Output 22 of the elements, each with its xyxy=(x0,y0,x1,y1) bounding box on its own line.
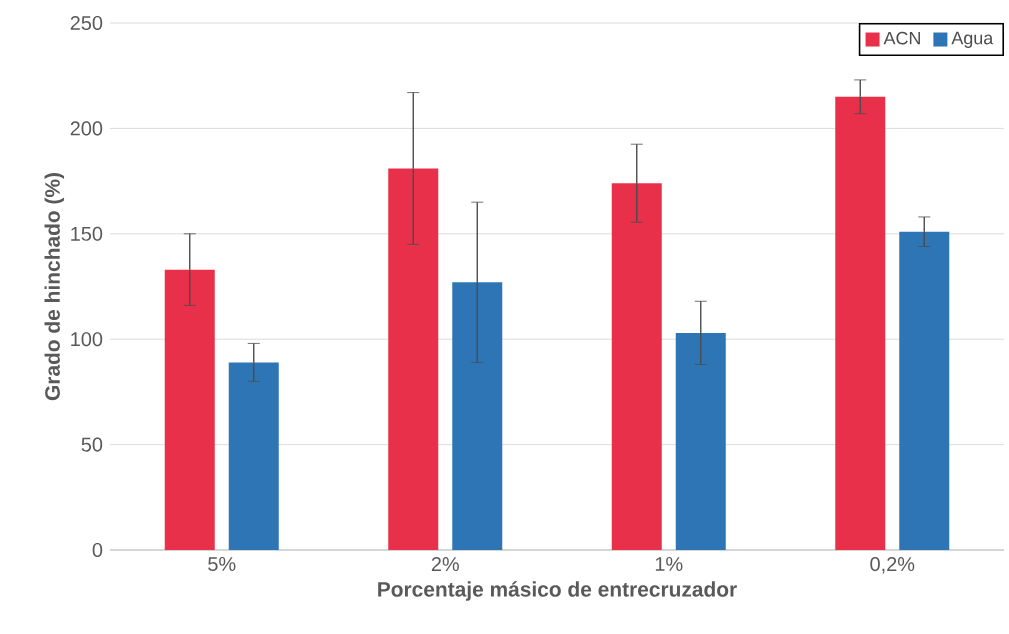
x-tick-label: 0,2% xyxy=(870,557,915,574)
y-tick-label: 100 xyxy=(71,332,103,347)
bar xyxy=(228,362,279,550)
bar xyxy=(388,168,439,550)
bar xyxy=(675,332,726,550)
bar xyxy=(164,269,215,550)
legend-label: Agua xyxy=(951,31,994,48)
bar xyxy=(899,231,950,550)
x-tick-label: 2% xyxy=(431,557,459,572)
y-tick-label: 50 xyxy=(81,437,103,452)
y-tick-label: 200 xyxy=(70,121,103,136)
y-tick-label: 150 xyxy=(71,226,103,241)
y-tick-label: 250 xyxy=(70,15,103,31)
bar xyxy=(452,282,503,550)
bar xyxy=(835,96,886,550)
x-tick-label: 5% xyxy=(208,557,236,572)
y-axis-title: Grado de hinchado (%) xyxy=(44,173,65,401)
x-tick-label: 1% xyxy=(655,557,683,571)
legend-label: ACN xyxy=(883,31,920,45)
bar xyxy=(611,183,662,550)
y-tick-label: 0 xyxy=(92,542,103,558)
x-axis-title: Porcentaje másico de entrecruzador xyxy=(378,581,737,601)
